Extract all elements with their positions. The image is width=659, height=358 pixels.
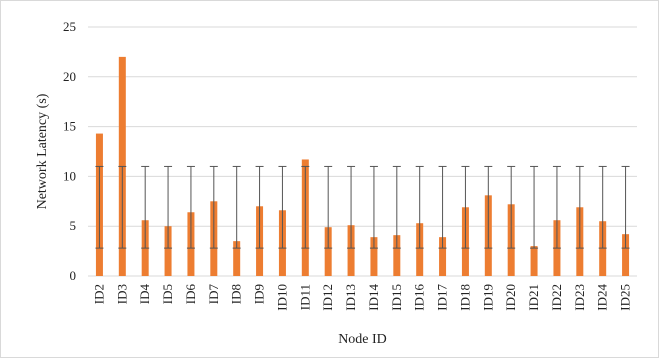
x-tick-label: ID5	[160, 284, 175, 304]
x-tick-label: ID19	[480, 284, 495, 311]
error-bar	[347, 165, 356, 249]
bar	[439, 237, 447, 276]
x-tick-label: ID20	[503, 284, 518, 311]
bar	[622, 234, 630, 276]
x-tick-label: ID17	[435, 284, 450, 311]
x-tick-label: ID12	[320, 284, 335, 311]
x-tick-label: ID15	[389, 284, 404, 311]
error-bar	[552, 165, 561, 249]
error-bar	[186, 165, 195, 249]
x-tick-label: ID24	[595, 284, 610, 311]
error-bar	[621, 165, 630, 249]
bar	[347, 225, 355, 276]
y-tick-label: 10	[63, 168, 76, 183]
error-bar	[598, 165, 607, 249]
y-axis-title: Network Latency (s)	[35, 93, 50, 209]
error-bar	[255, 165, 264, 249]
error-bars	[95, 165, 630, 249]
x-tick-label: ID18	[457, 284, 472, 311]
gridlines	[88, 26, 637, 277]
error-bar	[484, 165, 493, 249]
x-tick-label: ID21	[526, 284, 541, 311]
y-tick-label: 25	[63, 19, 76, 34]
x-tick-label: ID6	[183, 284, 198, 305]
error-bar	[392, 165, 401, 249]
error-bar	[461, 165, 470, 249]
error-bar	[141, 165, 150, 249]
bar	[233, 241, 241, 276]
y-tick-label: 15	[63, 119, 76, 134]
error-bar	[278, 165, 287, 249]
bar	[164, 226, 172, 276]
error-bar	[118, 165, 127, 249]
error-bar	[324, 165, 333, 249]
error-bar	[575, 165, 584, 249]
error-bar	[232, 165, 241, 249]
error-bar	[415, 165, 424, 249]
bar	[324, 227, 332, 276]
error-bar	[438, 165, 447, 249]
error-bar	[164, 165, 173, 249]
bar	[530, 246, 538, 276]
error-bar	[209, 165, 218, 249]
x-tick-label: ID25	[618, 284, 633, 311]
x-tick-label: ID23	[572, 284, 587, 311]
error-bar	[369, 165, 378, 249]
x-tick-label: ID8	[229, 284, 244, 304]
x-tick-label: ID2	[91, 284, 106, 304]
bar	[416, 223, 424, 276]
x-tick-label: ID9	[252, 284, 267, 304]
x-tick-label: ID22	[549, 284, 564, 311]
x-tick-label: ID3	[114, 284, 129, 304]
x-tick-label: ID14	[366, 284, 381, 311]
y-tick-label: 20	[63, 69, 76, 84]
bar	[393, 235, 401, 276]
error-bar	[530, 165, 539, 249]
x-tick-label: ID11	[297, 284, 312, 310]
error-bar	[301, 165, 310, 249]
x-tick-label: ID13	[343, 284, 358, 311]
x-tick-label: ID10	[274, 284, 289, 311]
x-tick-labels: ID2 ID3 ID4 ID5 ID6 ID7 ID8 ID9 ID10 ID11 ID12 ID13…	[91, 284, 632, 311]
x-tick-label: ID7	[206, 284, 221, 305]
x-tick-label: ID16	[412, 284, 427, 311]
error-bar	[95, 165, 104, 249]
y-tick-labels: 0 5 10 15 20 25	[63, 19, 76, 283]
error-bar	[507, 165, 516, 249]
x-axis-title: Node ID	[338, 332, 387, 347]
bar	[370, 237, 378, 276]
x-tick-label: ID4	[137, 284, 152, 305]
y-tick-label: 0	[70, 268, 77, 283]
y-tick-label: 5	[70, 218, 77, 233]
